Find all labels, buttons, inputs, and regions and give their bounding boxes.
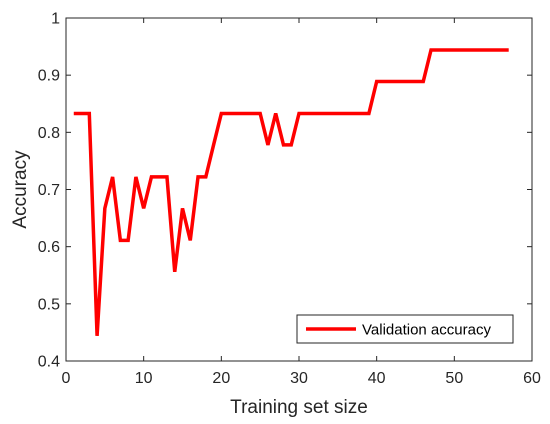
- x-tick-label: 20: [212, 370, 230, 387]
- legend: Validation accuracy: [296, 314, 514, 344]
- x-tick-label: 30: [290, 370, 308, 387]
- y-axis-label: Accuracy: [10, 150, 31, 229]
- ticks-layer: 0 10 20 30 40 50 60 0.4 0.5 0.6 0.7 0.8 0.9 1: [38, 11, 541, 388]
- y-tick-label: 0.9: [38, 68, 60, 85]
- y-tick-label: 1: [51, 11, 60, 28]
- legend-entry-validation-accuracy: Validation accuracy: [362, 322, 491, 339]
- plot-layer: [73, 48, 509, 336]
- y-tick-label: 0.7: [38, 182, 60, 199]
- x-tick-label: 10: [135, 370, 153, 387]
- y-tick-label: 0.6: [38, 239, 60, 256]
- y-tick-label: 0.5: [38, 296, 60, 313]
- x-tick-label: 40: [368, 370, 386, 387]
- x-tick-label: 0: [62, 370, 71, 387]
- x-tick-label: 60: [523, 370, 541, 387]
- y-tick-label: 0.4: [38, 354, 60, 371]
- y-tick-label: 0.8: [38, 125, 60, 142]
- x-axis-label: Training set size: [230, 397, 368, 418]
- x-tick-label: 50: [445, 370, 463, 387]
- plot-background: [66, 18, 532, 361]
